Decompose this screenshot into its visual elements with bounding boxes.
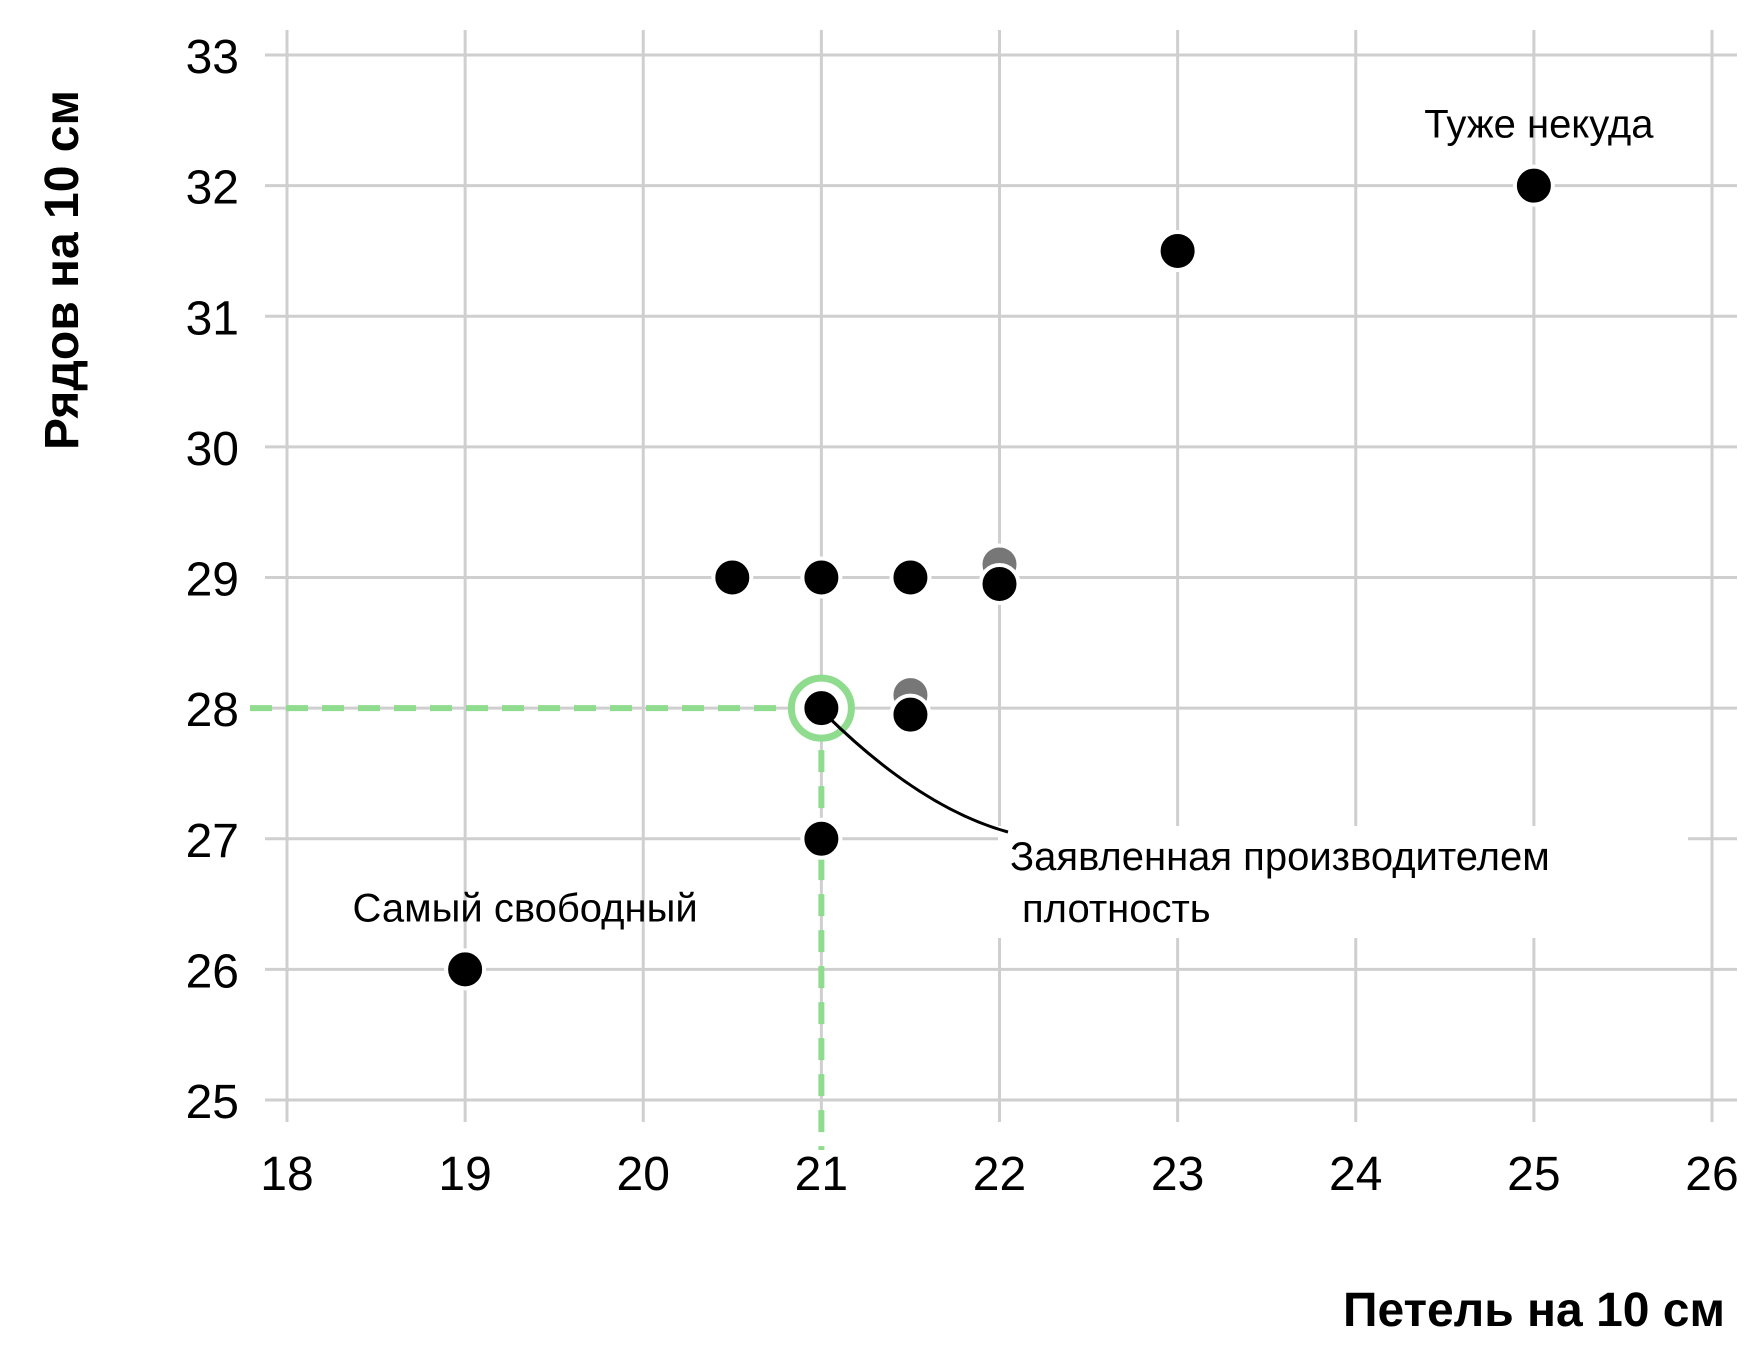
annotation-loosest: Самый свободный: [353, 886, 698, 930]
data-point: [444, 948, 487, 991]
highlight-guides: [250, 705, 825, 1150]
data-point: [800, 817, 843, 860]
x-tick-label: 23: [1151, 1148, 1204, 1201]
x-tick-label: 18: [260, 1148, 313, 1201]
x-tick-label: 24: [1329, 1148, 1382, 1201]
data-points: [444, 164, 1555, 991]
data-point: [1512, 164, 1555, 207]
x-tick-label: 25: [1507, 1148, 1560, 1201]
y-axis-title: Рядов на 10 см: [36, 90, 89, 450]
data-point: [889, 693, 932, 736]
x-tick-labels: 18 19 20 21 22 23 24 25 26: [260, 1148, 1738, 1201]
annotation-background: [998, 826, 1688, 938]
x-axis-title: Петель на 10 см: [1343, 1284, 1725, 1337]
x-tick-label: 20: [617, 1148, 670, 1201]
annotation-tightest: Туже некуда: [1424, 103, 1654, 147]
y-tick-label: 32: [186, 162, 239, 215]
x-tick-label: 19: [438, 1148, 491, 1201]
annotations: Туже некуда Самый свободный Заявленная про…: [353, 103, 1688, 938]
y-tick-label: 33: [186, 31, 239, 84]
y-tick-label: 26: [186, 945, 239, 998]
y-tick-label: 30: [186, 423, 239, 476]
annotation-leader-line: [826, 715, 1009, 834]
x-tick-label: 26: [1685, 1148, 1738, 1201]
y-tick-label: 25: [186, 1076, 239, 1129]
y-tick-label: 28: [186, 684, 239, 737]
data-point: [978, 563, 1021, 606]
y-tick-label: 29: [186, 554, 239, 607]
data-point: [800, 556, 843, 599]
annotation-declared-density-line: Заявленная производителем: [1010, 835, 1550, 879]
x-tick-label: 22: [973, 1148, 1026, 1201]
data-point: [711, 556, 754, 599]
x-tick-label: 21: [795, 1148, 848, 1201]
y-tick-label: 31: [186, 292, 239, 345]
annotation-declared-density-line: плотность: [1022, 887, 1211, 931]
data-point: [1156, 229, 1199, 272]
y-tick-label: 27: [186, 815, 239, 868]
data-point: [889, 556, 932, 599]
y-tick-labels: 25 26 27 28 29 30 31 32 33: [186, 31, 239, 1129]
